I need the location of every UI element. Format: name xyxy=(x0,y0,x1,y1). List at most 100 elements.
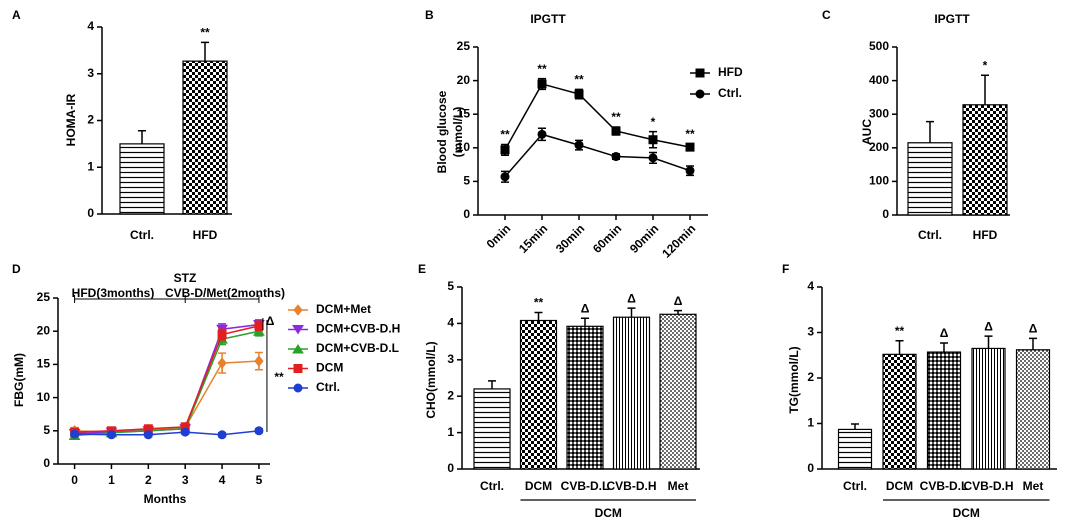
bar xyxy=(926,351,962,470)
y-tick-label: 4 xyxy=(87,19,94,33)
y-tick-label: 5 xyxy=(447,279,454,293)
bar xyxy=(1015,349,1051,470)
significance-mark: ** xyxy=(611,110,621,124)
y-tick-label: 10 xyxy=(457,140,471,154)
y-tick-label: 500 xyxy=(869,39,889,53)
legend-marker xyxy=(292,325,304,335)
error-bar xyxy=(138,130,146,144)
data-point xyxy=(217,430,227,440)
data-point xyxy=(500,145,510,155)
data-point xyxy=(611,126,621,136)
y-tick-label: 1 xyxy=(807,416,814,430)
bar xyxy=(962,104,1008,216)
x-tick-label: 15min xyxy=(516,221,550,255)
legend-label: Ctrl. xyxy=(718,86,742,100)
y-axis-label: AUC xyxy=(860,119,874,145)
significance-mark: Δ xyxy=(1029,322,1038,336)
x-tick-label: Met xyxy=(1023,479,1044,493)
significance-mark: ** xyxy=(200,26,210,40)
data-point xyxy=(685,166,695,176)
x-tick-label: 2 xyxy=(145,473,152,487)
series-line xyxy=(504,133,691,178)
y-tick-label: 25 xyxy=(37,290,51,304)
error-bar xyxy=(851,423,859,430)
bar xyxy=(519,319,558,470)
y-tick-label: 0 xyxy=(87,206,94,220)
timeline xyxy=(74,295,260,303)
y-tick-label: 2 xyxy=(807,370,814,384)
significance-mark: Δ xyxy=(627,291,636,305)
x-tick-label: Ctrl. xyxy=(918,228,942,242)
data-point xyxy=(611,152,621,162)
annotation: CVB-D/Met(2months) xyxy=(165,286,285,300)
x-tick-label: CVB-D.L xyxy=(920,479,969,493)
significance-mark: Δ xyxy=(984,319,993,333)
error-bar xyxy=(895,339,904,355)
x-tick-label: DCM xyxy=(525,479,552,493)
significance-mark: ** xyxy=(895,324,905,338)
significance-mark: * xyxy=(651,115,656,129)
y-tick-label: 0 xyxy=(463,207,470,221)
x-tick-label: Ctrl. xyxy=(480,479,504,493)
data-point xyxy=(217,330,227,340)
data-point xyxy=(254,321,264,331)
y-tick-label: 20 xyxy=(457,73,471,87)
panel-label: A xyxy=(12,8,21,22)
legend-marker xyxy=(695,89,705,99)
legend-label: DCM+CVB-D.H xyxy=(316,322,400,336)
x-tick-label: CVB-D.H xyxy=(964,479,1014,493)
bar xyxy=(182,60,228,215)
bar xyxy=(971,347,1006,470)
data-point xyxy=(500,172,510,182)
significance-mark: ** xyxy=(574,73,584,87)
x-tick-label: Ctrl. xyxy=(130,228,154,242)
panel-label: C xyxy=(822,8,831,22)
legend-label: DCM xyxy=(316,361,343,375)
data-point xyxy=(254,426,264,436)
y-tick-label: 3 xyxy=(447,352,454,366)
series-line xyxy=(74,330,260,437)
y-axis-label: TG(mmol/L) xyxy=(787,346,801,413)
y-tick-label: 10 xyxy=(37,390,51,404)
bar xyxy=(612,316,651,470)
significance-mark: ** xyxy=(500,128,510,142)
y-tick-label: 1 xyxy=(87,159,94,173)
legend-marker xyxy=(695,68,705,78)
bar xyxy=(659,313,697,470)
annotation: HFD(3months) xyxy=(72,286,155,300)
error-bar xyxy=(534,311,543,321)
error-bar xyxy=(940,342,948,353)
significance-mark: ** xyxy=(534,296,544,310)
y-tick-label: 15 xyxy=(457,106,471,120)
x-tick-label: 3 xyxy=(182,473,189,487)
x-tick-label: 30min xyxy=(553,221,587,255)
x-tick-label: 90min xyxy=(627,221,661,255)
data-point xyxy=(254,355,264,367)
panel-label: B xyxy=(425,8,434,22)
x-tick-label: CVB-D.L xyxy=(561,479,610,493)
data-point xyxy=(537,129,547,139)
data-point xyxy=(143,430,153,440)
bar xyxy=(882,353,917,470)
significance-mark: ** xyxy=(685,127,695,141)
y-tick-label: 4 xyxy=(807,279,814,293)
bar xyxy=(837,428,873,470)
significance-mark: Δ xyxy=(940,326,949,340)
data-point xyxy=(70,429,80,439)
significance-mark: ** xyxy=(537,62,547,76)
y-tick-label: 2 xyxy=(87,113,94,127)
x-tick-label: HFD xyxy=(973,228,998,242)
panel-label: F xyxy=(782,262,789,276)
x-tick-label: DCM xyxy=(886,479,913,493)
legend-label: DCM+Met xyxy=(316,302,371,316)
data-point xyxy=(574,140,584,150)
x-tick-label: 60min xyxy=(590,221,624,255)
panel-label: E xyxy=(418,262,426,276)
x-tick-label: Met xyxy=(668,479,689,493)
group-label: DCM xyxy=(953,506,980,520)
y-axis-label: (mmol/L) xyxy=(451,107,465,158)
error-bar xyxy=(488,380,496,389)
legend-marker xyxy=(292,344,304,354)
y-axis-label: CHO(mmol/L) xyxy=(424,341,438,418)
x-tick-label: Ctrl. xyxy=(843,479,867,493)
